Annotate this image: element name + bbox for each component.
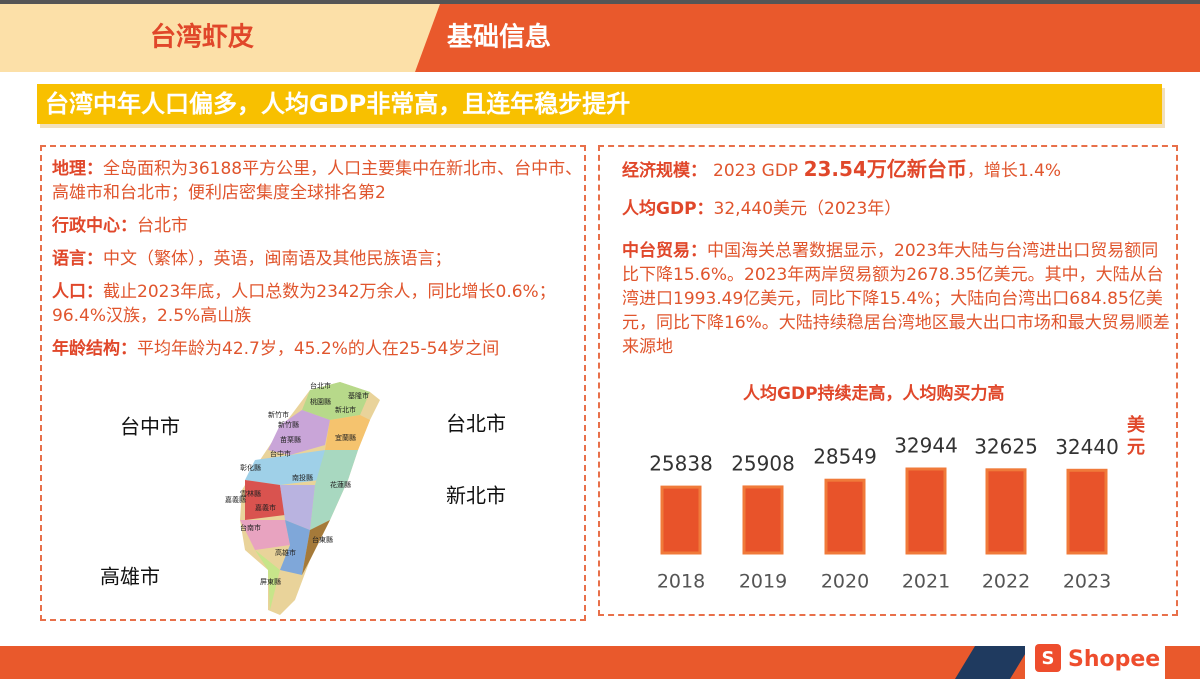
region-label: 台中市 <box>270 449 291 458</box>
footer-accent <box>955 646 1030 679</box>
bar <box>905 467 947 555</box>
region-label: 花蓮縣 <box>330 480 351 489</box>
item-text: 平均年龄为42.7岁，45.2%的人在25-54岁之间 <box>137 339 500 359</box>
region-label: 宜蘭縣 <box>335 433 356 442</box>
region-label: 基隆市 <box>348 391 369 400</box>
chart-title: 人均GDP持续走高，人均购买力高 <box>743 384 1005 404</box>
x-tick-label: 2022 <box>982 571 1030 593</box>
info-item: 语言：中文（繁体），英语，闽南语及其他民族语言； <box>52 247 586 271</box>
chart: 25838 2018 25908 2019 28549 2020 32944 2021 3262… <box>649 434 1119 593</box>
region-label: 高雄市 <box>275 548 296 557</box>
map-region <box>310 450 358 530</box>
city-label: 高雄市 <box>100 565 160 589</box>
economy-post: ，增长1.4% <box>966 161 1062 181</box>
region-label: 台東縣 <box>312 535 333 544</box>
item-label: 语言： <box>52 249 103 269</box>
gdp-text: 32,440美元（2023年） <box>713 199 902 219</box>
logo-icon <box>1035 644 1061 672</box>
item-label: 人口： <box>52 282 103 302</box>
value-label: 25838 <box>649 452 713 476</box>
value-label: 25908 <box>731 451 795 475</box>
item-text: 台北市 <box>137 216 188 236</box>
taiwan-map <box>240 382 380 615</box>
map-region <box>280 485 315 530</box>
map-region <box>325 415 370 450</box>
region-label: 嘉義縣 <box>225 495 246 504</box>
top-line <box>0 0 1200 4</box>
gdp-label: 人均GDP： <box>622 199 714 219</box>
city-label: 新北市 <box>446 484 506 508</box>
value-label: 32625 <box>974 434 1038 458</box>
section-title: 基础信息 <box>447 22 551 53</box>
header-bar <box>395 4 1200 72</box>
logo-text: Shopee <box>1068 647 1160 672</box>
info-item: 行政中心：台北市 <box>52 214 586 238</box>
economy-pre: 2023 GDP <box>713 161 799 181</box>
item-text: 全岛面积为36188平方公里，人口主要集中在新北市、台中市、高雄市和台北市；便利… <box>52 159 583 203</box>
trade-text: 中国海关总署数据显示，2023年大陆与台湾进出口贸易额同比下降15.6%。202… <box>622 241 1170 357</box>
region-label: 彰化縣 <box>240 463 261 472</box>
info-item: 人口：截止2023年底，人口总数为2342万余人，同比增长0.6%；96.4%汉… <box>52 280 586 328</box>
bar <box>824 478 866 555</box>
value-label: 32944 <box>894 434 958 458</box>
region-label: 屏東縣 <box>260 577 281 586</box>
city-label: 台北市 <box>446 412 506 436</box>
map-region <box>302 520 330 575</box>
map-region <box>280 520 310 575</box>
x-tick-label: 2023 <box>1063 571 1111 593</box>
x-tick-label: 2020 <box>821 571 869 593</box>
region-label: 雲林縣 <box>240 489 261 498</box>
item-text: 中文（繁体），英语，闽南语及其他民族语言； <box>103 249 452 269</box>
region-label: 桃園縣 <box>310 397 331 406</box>
item-text: 截止2023年底，人口总数为2342万余人，同比增长0.6%；96.4%汉族，2… <box>52 282 556 326</box>
map-region <box>240 520 290 550</box>
city-label: 台中市 <box>120 415 180 439</box>
banner-bg <box>37 84 1162 124</box>
x-tick-label: 2021 <box>902 571 950 593</box>
bar <box>1066 468 1108 555</box>
economy-label: 经济规模： <box>622 161 707 181</box>
map-region <box>245 480 285 520</box>
region-label: 新北市 <box>335 405 356 414</box>
economy-highlight: 23.54万亿新台币 <box>803 157 967 181</box>
left-panel <box>40 145 586 621</box>
map-region <box>302 382 370 420</box>
region-label: 新竹市 <box>268 410 289 419</box>
x-tick-label: 2019 <box>739 571 787 593</box>
map-region <box>245 450 325 485</box>
map-region <box>268 410 330 455</box>
right-text: 经济规模： 2023 GDP 23.54万亿新台币，增长1.4% 人均GDP：32… <box>622 157 1170 368</box>
header-tab <box>0 4 440 72</box>
chart-unit: 美元 <box>1127 415 1145 458</box>
region-label: 嘉義市 <box>255 503 276 512</box>
banner-text: 台湾中年人口偏多，人均GDP非常高，且连年稳步提升 <box>45 90 630 118</box>
item-label: 年龄结构： <box>52 339 137 359</box>
map-region <box>255 550 280 610</box>
region-label: 南投縣 <box>292 473 313 482</box>
x-tick-label: 2018 <box>657 571 705 593</box>
right-panel <box>598 145 1178 616</box>
region-label: 台北市 <box>310 381 331 390</box>
trade-label: 中台贸易： <box>622 241 707 261</box>
value-label: 28549 <box>813 445 877 469</box>
info-item: 地理：全岛面积为36188平方公里，人口主要集中在新北市、台中市、高雄市和台北市… <box>52 157 586 205</box>
bar <box>985 468 1027 555</box>
info-item: 年龄结构：平均年龄为42.7岁，45.2%的人在25-54岁之间 <box>52 337 586 361</box>
brand: 台湾虾皮 <box>150 22 254 53</box>
region-label: 台南市 <box>240 523 261 532</box>
bar <box>660 485 702 555</box>
value-label: 32440 <box>1055 435 1119 459</box>
left-text: 地理：全岛面积为36188平方公里，人口主要集中在新北市、台中市、高雄市和台北市… <box>52 157 586 370</box>
logo-icon-letter: S <box>1042 648 1055 669</box>
region-label: 新竹縣 <box>278 420 299 429</box>
bar <box>742 485 784 555</box>
item-label: 行政中心： <box>52 216 137 236</box>
item-label: 地理： <box>52 159 103 179</box>
region-label: 苗栗縣 <box>280 435 301 444</box>
